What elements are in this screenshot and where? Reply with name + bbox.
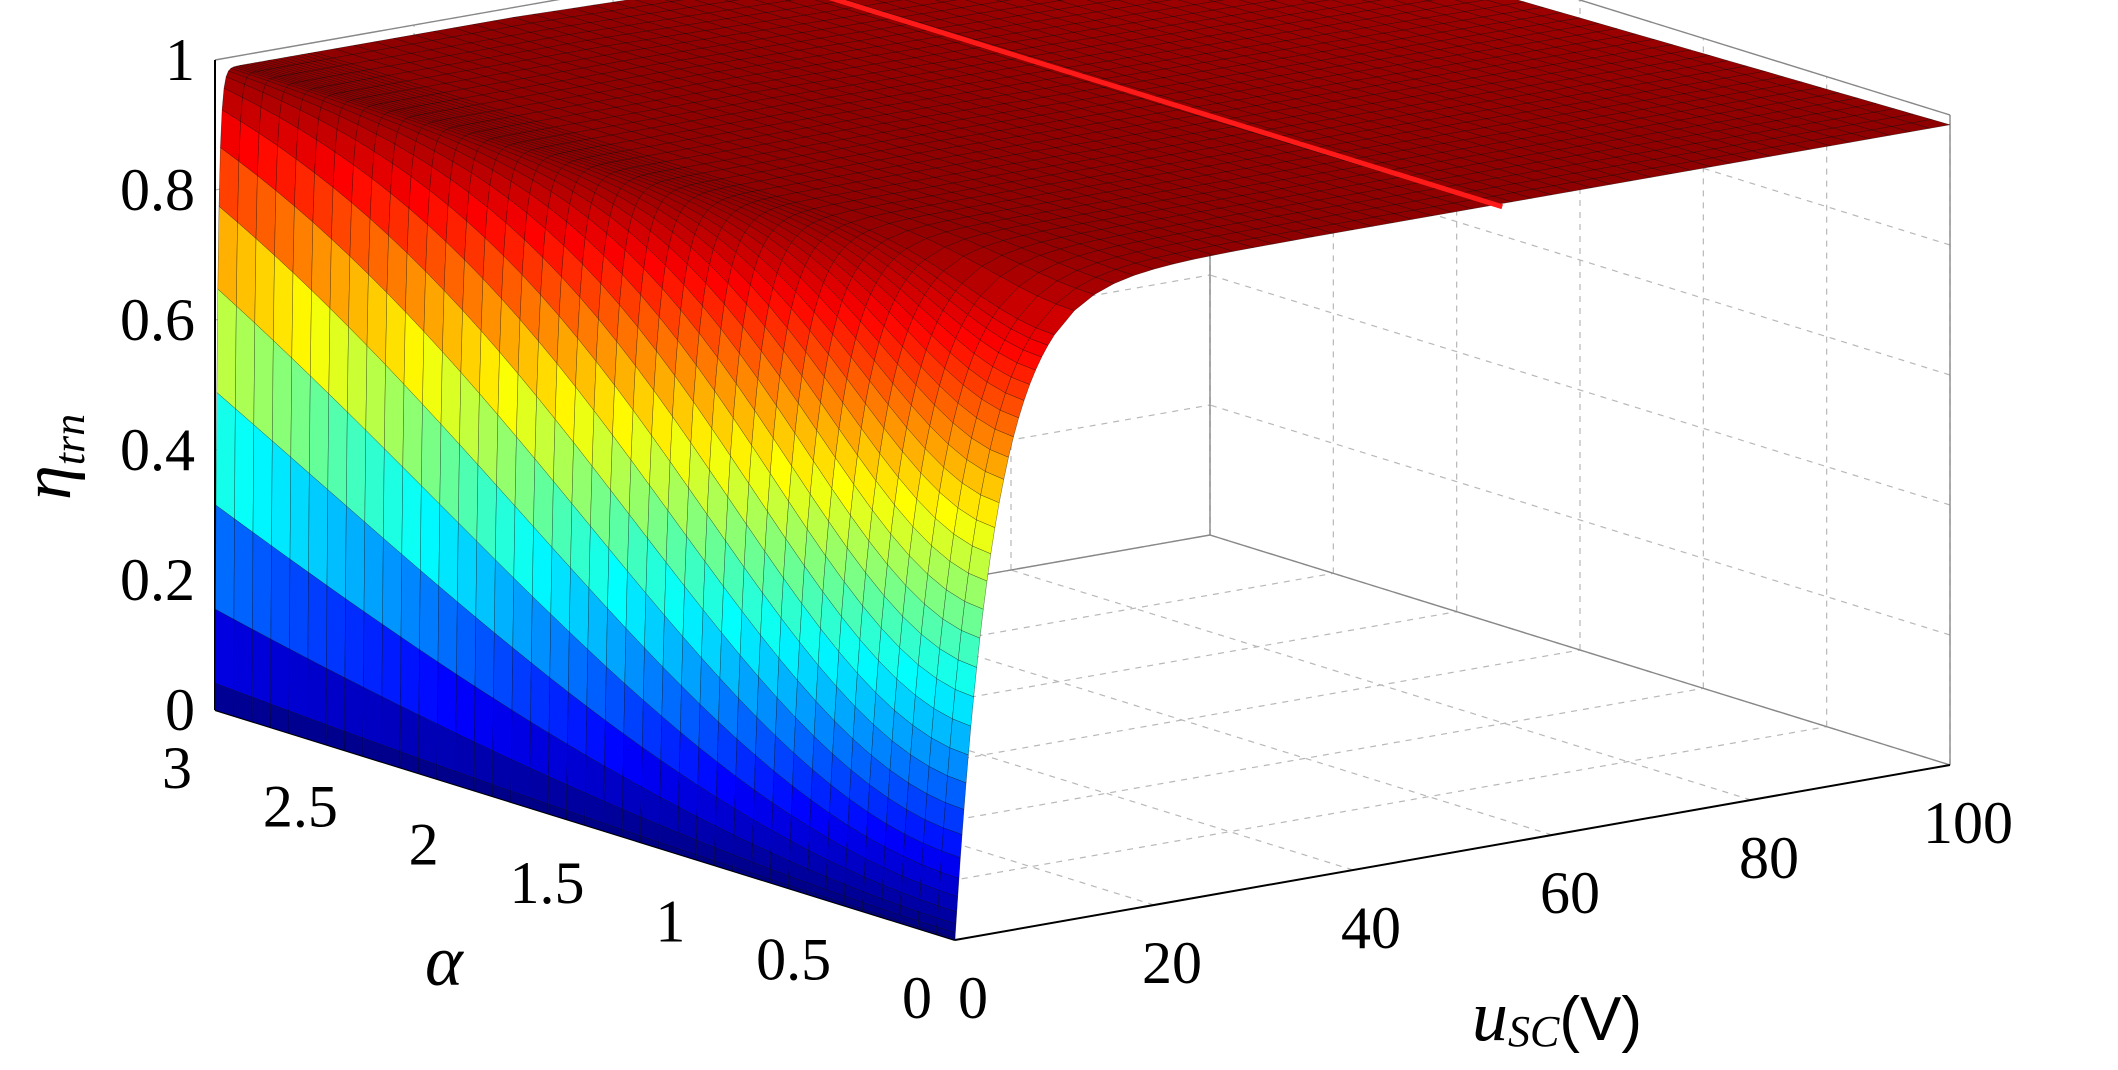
- x-tick-label: 20: [1142, 930, 1202, 996]
- surface-patch: [346, 411, 367, 523]
- z-axis-label: ηtrn: [9, 414, 94, 500]
- surface-patch: [289, 558, 309, 660]
- surface-patch: [273, 254, 294, 359]
- y-tick-label: 3: [162, 735, 192, 801]
- surface-patch: [272, 339, 293, 458]
- z-tick-label: 0.4: [120, 417, 195, 483]
- surface-patch: [326, 489, 347, 600]
- surface-patch: [1362, 0, 1383, 3]
- surface-patch: [234, 407, 255, 533]
- grid-line: [831, 726, 1827, 903]
- surface-patch: [1147, 0, 1173, 3]
- surface-patch: [400, 636, 420, 716]
- box-edge: [1577, 0, 1951, 116]
- surface-patch: [309, 375, 330, 491]
- y-tick-label: 0.5: [756, 927, 831, 993]
- tick-labels: 0 0.2 0.4 0.6 0.8 1 0 20 40 60 80 100 0 0.5 1 1.5 2 2.5 3: [120, 27, 2013, 1031]
- surface-patch: [251, 628, 272, 705]
- surface-patch: [344, 598, 365, 688]
- surface-patch: [307, 658, 327, 725]
- surface-patch: [382, 537, 403, 638]
- surface-patch: [215, 504, 235, 620]
- y-axis-label: α: [425, 921, 464, 1001]
- y-tick-label: 0: [902, 965, 932, 1031]
- x-tick-label: 60: [1540, 860, 1600, 926]
- surface-patch: [1911, 119, 1951, 129]
- surface-patch: [308, 472, 329, 586]
- surface-patch: [252, 424, 273, 547]
- grid-line: [1209, 144, 1951, 376]
- surface-patch: [364, 429, 385, 539]
- z-tick-label: 1: [165, 27, 195, 93]
- surface-mesh: [214, 0, 1951, 941]
- surface-patch: [291, 271, 312, 377]
- surface-patch: [216, 288, 237, 410]
- x-axis-label-unit: (V): [1559, 985, 1642, 1054]
- z-tick-label: 0.6: [120, 287, 195, 353]
- surface-patch: [289, 456, 310, 573]
- surface-patch: [362, 686, 383, 746]
- x-axis-label: uSC(V): [1472, 976, 1642, 1056]
- y-tick-label: 2.5: [263, 773, 338, 839]
- surface-patch: [310, 289, 331, 395]
- surface-patch: [1086, 0, 1118, 4]
- grid-line: [1209, 274, 1951, 506]
- highlight-line: [828, 0, 1503, 210]
- highlight-line-path: [828, 0, 1503, 210]
- surface-patch: [214, 608, 235, 691]
- box-edge: [214, 0, 561, 61]
- surface-patch: [418, 649, 439, 725]
- box-edge: [1209, 534, 1951, 766]
- surface-patch: [253, 322, 274, 442]
- surface-patch: [325, 667, 346, 732]
- axis-line: [954, 764, 1951, 941]
- surface-patch: [252, 531, 272, 640]
- y-tick-label: 2: [409, 812, 439, 878]
- surface-patch: [419, 569, 440, 663]
- surface-patch: [270, 638, 290, 712]
- surface-patch: [327, 393, 348, 507]
- x-axis-label-symbol: u: [1472, 976, 1508, 1056]
- grid-line: [1209, 404, 1951, 636]
- y-tick-label: 1: [655, 888, 685, 954]
- surface-patch: [381, 696, 401, 752]
- z-tick-label: 0.2: [120, 547, 195, 613]
- surface-patch: [271, 440, 292, 560]
- surface-patch: [363, 521, 384, 625]
- surface-patch: [1300, 0, 1331, 4]
- x-tick-label: 0: [958, 965, 988, 1031]
- surface-patch: [217, 205, 238, 307]
- surface-patch: [233, 518, 254, 630]
- surface-patch: [345, 505, 366, 612]
- x-tick-label: 80: [1739, 825, 1799, 891]
- z-tick-label: 0.8: [120, 157, 195, 223]
- surface-patch: [344, 677, 364, 739]
- surface-patch: [215, 391, 236, 520]
- grid-line: [612, 639, 1354, 871]
- x-axis-label-subscript: SC: [1508, 1007, 1560, 1056]
- x-tick-label: 40: [1341, 895, 1401, 961]
- surface-patch: [1454, 0, 1487, 4]
- surface-patch: [307, 571, 328, 669]
- surface-patch: [233, 618, 253, 698]
- z-axis-label-subscript: trn: [45, 414, 94, 465]
- surface-patch: [874, 0, 904, 3]
- z-axis-label-symbol: η: [9, 465, 86, 500]
- surface-patch: [288, 648, 309, 719]
- surface-patch: [254, 237, 275, 341]
- surface-patch: [236, 221, 257, 324]
- z-tick-label: 0: [165, 677, 195, 743]
- y-tick-label: 1.5: [510, 850, 585, 916]
- surface-patch: [381, 623, 402, 707]
- surface-patch: [400, 553, 421, 651]
- surface-patch: [934, 0, 959, 3]
- surface-patch: [270, 545, 291, 650]
- surface-patch: [363, 611, 383, 698]
- surface-patch: [290, 357, 311, 474]
- x-tick-label: 100: [1923, 790, 2013, 856]
- surface-patch: [326, 585, 346, 679]
- grid-line: [811, 604, 1553, 836]
- surface-patch: [235, 305, 256, 426]
